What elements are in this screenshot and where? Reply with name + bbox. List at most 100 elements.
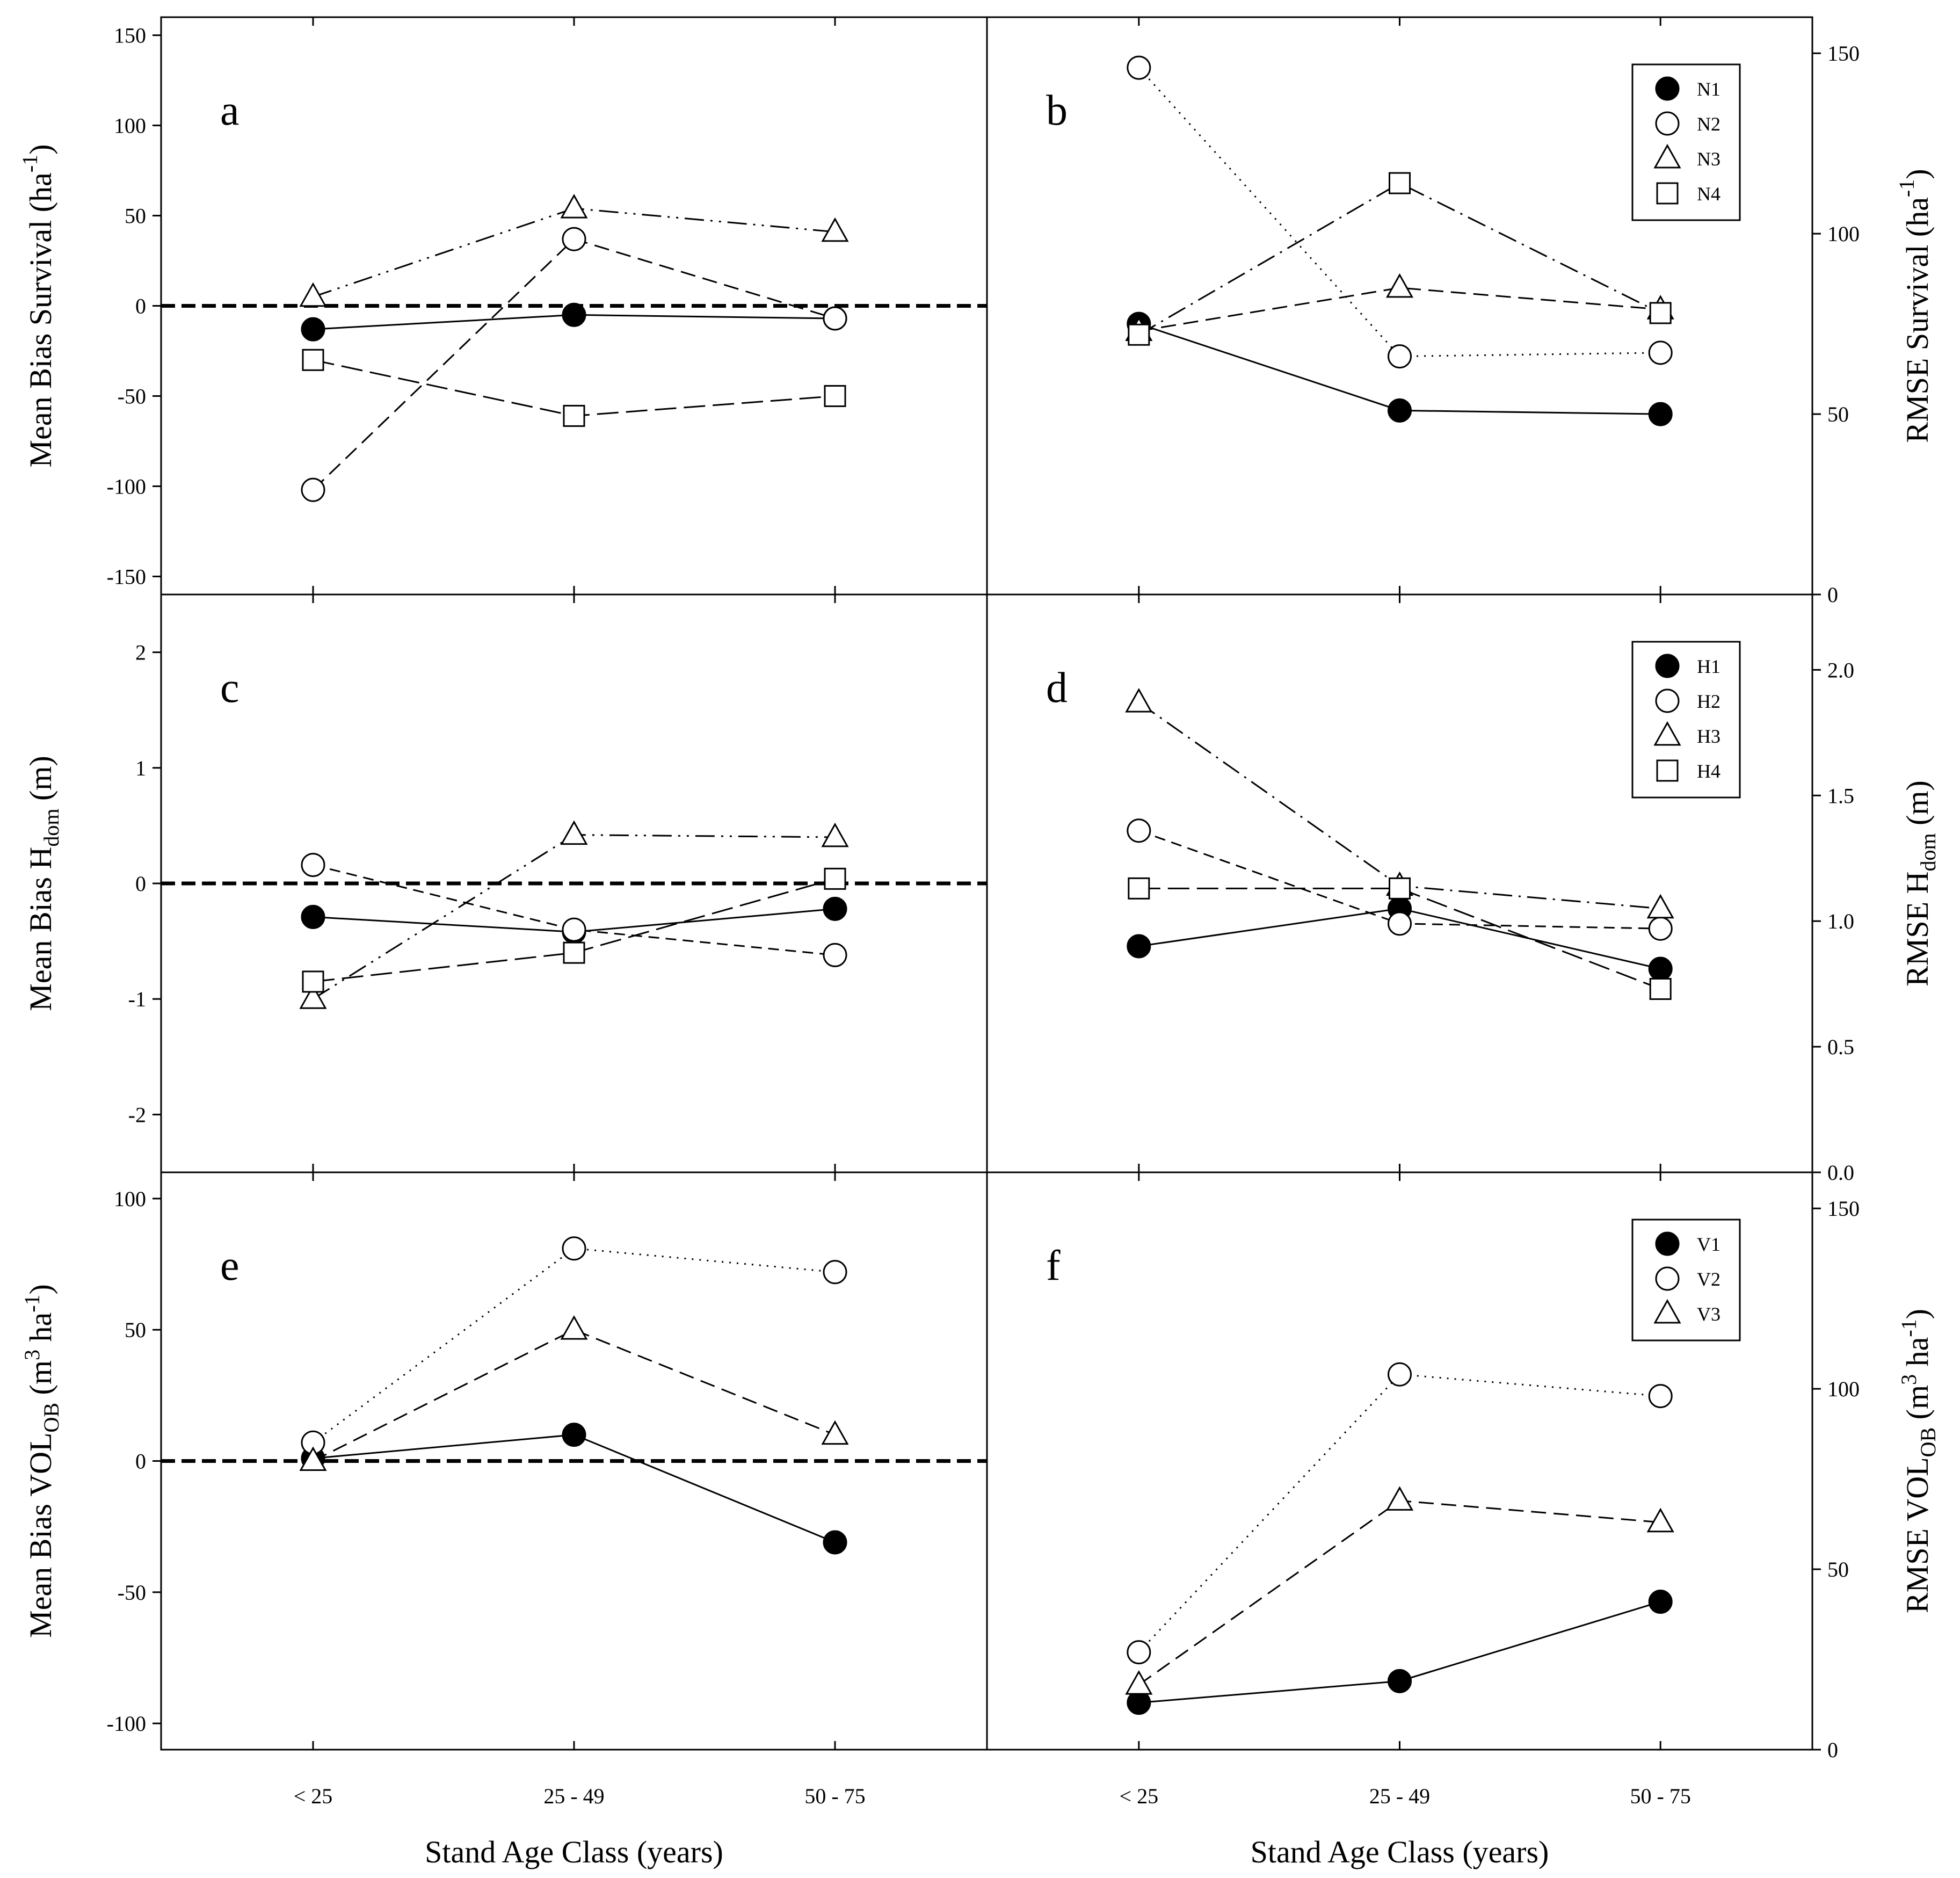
y-ticks: -2 -1 0 1 2	[128, 641, 161, 1127]
data-point	[1388, 1362, 1412, 1387]
series-N4	[302, 349, 846, 427]
series-N3	[299, 194, 849, 307]
data-point	[560, 820, 588, 845]
series-N2	[1127, 55, 1673, 369]
series-V3	[1125, 1486, 1674, 1695]
panel-c: -2 -1 0 1 2 c Mean Bias Hdom (m)	[23, 594, 987, 1172]
data-point	[1648, 956, 1673, 981]
data-point	[1388, 1669, 1412, 1693]
y-tick-label: 0	[1827, 583, 1838, 607]
legend: V1 V2 V3	[1631, 1219, 1741, 1342]
series-V1	[301, 1423, 847, 1555]
y-axis-label: RMSE VOLOB (m3 ha-1)	[1897, 1309, 1940, 1613]
series-N4	[1128, 172, 1672, 346]
legend-marker	[1656, 182, 1679, 205]
data-point	[1648, 340, 1673, 365]
data-point	[823, 1260, 847, 1285]
y-tick-label: -50	[118, 1580, 146, 1605]
x-tick-label: 50 - 75	[1630, 1784, 1691, 1808]
legend-label: H2	[1697, 691, 1721, 712]
panel-label: e	[220, 1242, 239, 1289]
legend-label: N1	[1697, 78, 1721, 100]
panel-f: 0 50 100 150 < 25 25 - 49 50 - 75 Stand Age Cla…	[1046, 1172, 1940, 1869]
data-point	[1388, 911, 1412, 936]
data-point	[1128, 323, 1150, 346]
panel-label: c	[220, 664, 239, 712]
legend-marker	[1655, 1231, 1680, 1256]
y-tick-label: 150	[1827, 1197, 1860, 1221]
series-N1	[1127, 311, 1673, 426]
data-point	[1646, 1507, 1674, 1533]
series-V1	[1127, 1590, 1673, 1715]
y-ticks: 0 50 100 150	[1812, 41, 1860, 607]
y-tick-label: 1.5	[1827, 784, 1854, 808]
y-tick-label: 50	[1827, 1557, 1849, 1582]
legend-marker	[1653, 721, 1681, 746]
y-ticks: -150 -100 -50 0 50 100 150	[107, 24, 161, 589]
x-tick-label: < 25	[1120, 1784, 1159, 1808]
data-point	[1385, 273, 1414, 298]
series-H4	[302, 867, 846, 993]
y-axis-label: RMSE Hdom (m)	[1900, 780, 1940, 987]
y-ticks: 0 50 100 150	[1812, 1197, 1860, 1762]
data-point	[1127, 934, 1151, 959]
y-axis-label: Mean Bias Hdom (m)	[23, 756, 63, 1011]
data-point	[302, 349, 324, 371]
y-tick-label: 50	[1827, 402, 1849, 426]
data-point	[560, 194, 588, 219]
series-line	[313, 1434, 836, 1543]
data-point	[301, 904, 325, 929]
legend-label: V1	[1697, 1234, 1721, 1255]
series-H2	[301, 853, 847, 967]
panel-e: -100 -50 0 50 100 < 25 25 - 49 50 - 75 Stand Age…	[20, 1172, 987, 1869]
series-N2	[301, 227, 847, 502]
legend-marker	[1653, 143, 1681, 169]
panel-label: b	[1046, 87, 1068, 134]
legend-label: N4	[1697, 183, 1721, 205]
y-tick-label: 2	[135, 641, 146, 665]
data-point	[1388, 344, 1412, 369]
legend-marker	[1655, 654, 1680, 678]
y-tick-label: 50	[125, 1318, 146, 1342]
series-line	[313, 864, 836, 956]
data-point	[301, 853, 325, 878]
y-tick-label: -150	[107, 564, 146, 589]
data-point	[1128, 877, 1150, 900]
data-point	[821, 822, 849, 847]
data-point	[1389, 877, 1411, 900]
data-point	[563, 941, 585, 964]
data-point	[1388, 398, 1412, 423]
data-point	[562, 1423, 586, 1447]
series-line	[313, 207, 836, 298]
data-point	[562, 1236, 586, 1261]
data-point	[562, 227, 586, 251]
series-line	[1138, 1373, 1661, 1653]
legend-box	[1631, 1219, 1741, 1342]
y-tick-label: 100	[114, 114, 146, 138]
x-axis-label: Stand Age Class (years)	[425, 1835, 723, 1869]
data-point	[1648, 916, 1673, 941]
y-tick-label: -100	[107, 1712, 146, 1736]
data-point	[560, 1315, 588, 1340]
data-point	[299, 984, 327, 1009]
data-point	[823, 896, 847, 921]
series-N3	[1125, 273, 1674, 342]
data-point	[1127, 1691, 1151, 1715]
y-tick-label: -50	[118, 384, 146, 408]
y-tick-label: 100	[1827, 1377, 1860, 1401]
series-line	[313, 834, 836, 1000]
y-axis-label: Mean Bias Survival (ha-1)	[18, 144, 58, 468]
data-point	[1649, 977, 1672, 1000]
legend-label: V2	[1697, 1268, 1721, 1290]
x-tick-label: 25 - 49	[543, 1784, 604, 1808]
y-tick-label: -1	[128, 987, 146, 1011]
data-point	[1648, 1590, 1673, 1614]
legend-label: H1	[1697, 656, 1721, 677]
data-point	[1127, 55, 1151, 80]
y-tick-label: -2	[128, 1103, 146, 1127]
data-point	[823, 942, 847, 967]
legend-marker	[1655, 76, 1680, 101]
data-point	[301, 317, 325, 342]
legend-label: H4	[1697, 760, 1721, 782]
panel-b: 0 50 100 150 b RMSE Survival (ha-1) N1 N2 N3 N4	[1046, 17, 1935, 607]
